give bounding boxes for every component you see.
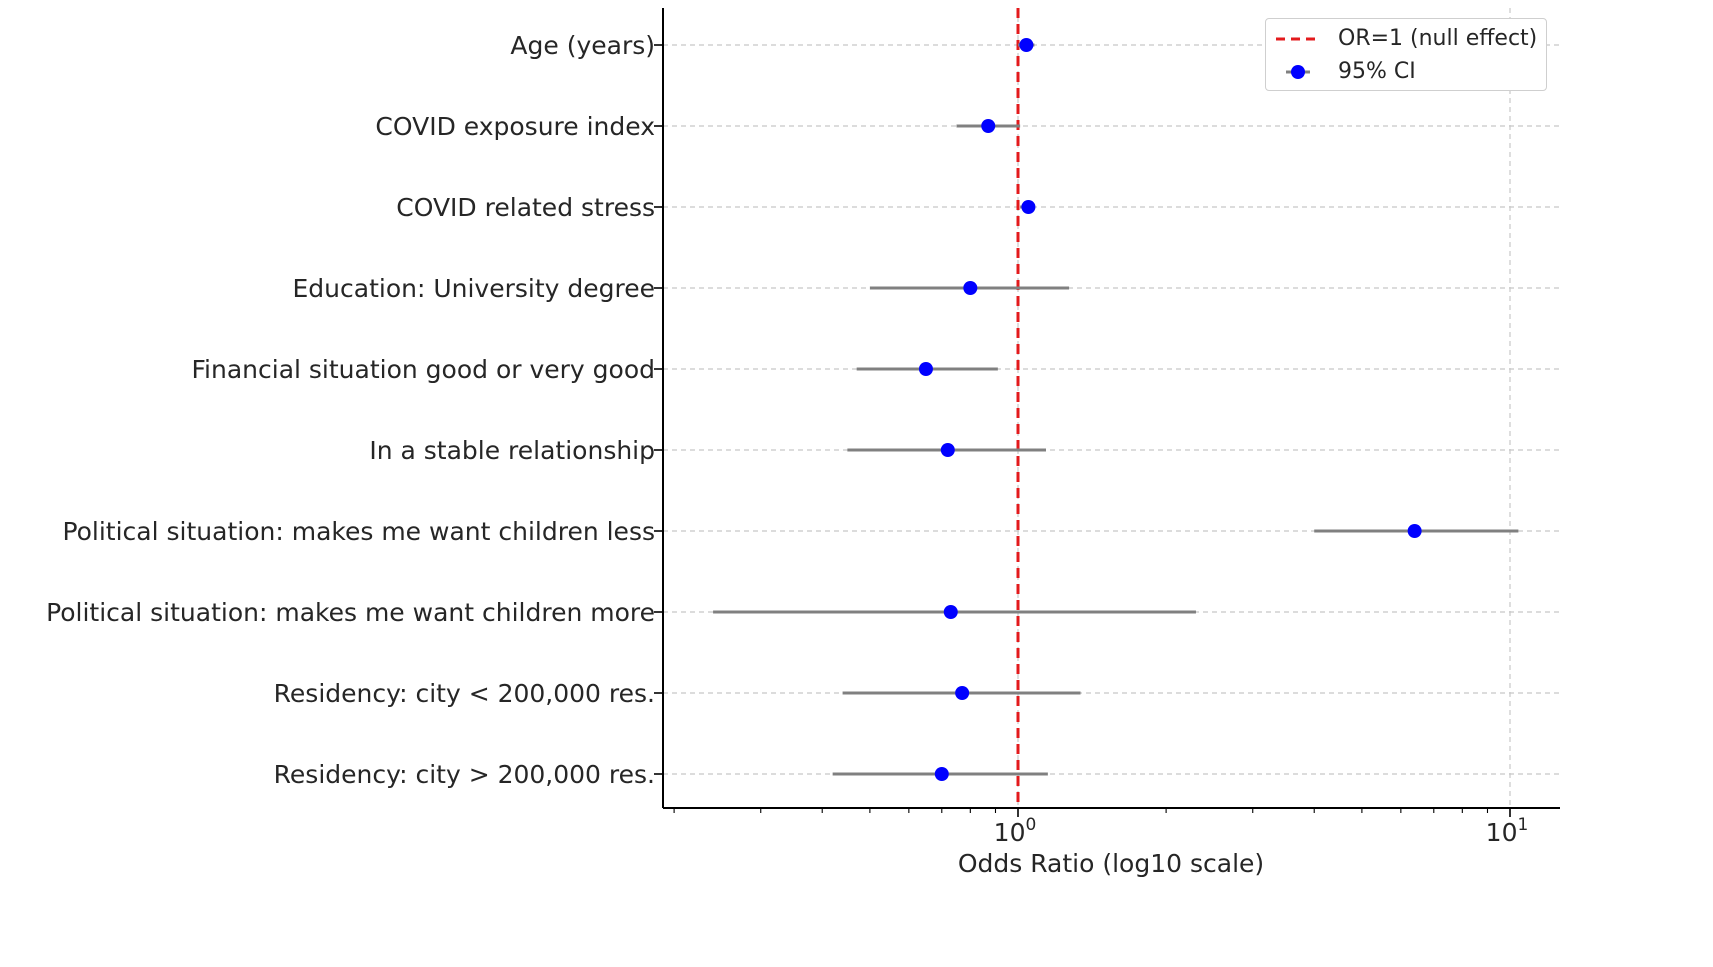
odds-ratio-point	[1021, 200, 1036, 214]
odds-ratio-point	[940, 443, 955, 457]
confidence-intervals	[713, 43, 1519, 776]
x-ticks: 100 101	[654, 44, 1529, 847]
y-tick-label: Political situation: makes me want child…	[62, 517, 655, 546]
grid-lines	[663, 8, 1560, 808]
y-tick-label: Residency: city > 200,000 res.	[274, 760, 655, 789]
odds-ratio-point	[963, 281, 978, 295]
y-tick-label: COVID related stress	[396, 193, 655, 222]
x-tick-label-base: 10	[994, 818, 1026, 847]
y-tick-label: Political situation: makes me want child…	[46, 598, 655, 627]
odds-ratio-point	[934, 767, 949, 781]
axes	[662, 8, 1560, 809]
y-tick-label: In a stable relationship	[369, 436, 655, 465]
y-tick-label: COVID exposure index	[375, 112, 655, 141]
x-tick-label: 101	[1486, 815, 1529, 847]
odds-ratio-point	[955, 686, 970, 700]
x-tick-label-exponent: 1	[1517, 815, 1528, 835]
y-tick-labels: Age (years) COVID exposure index COVID rel…	[46, 31, 655, 789]
legend-point-ci-icon	[1286, 65, 1310, 79]
y-tick-label: Residency: city < 200,000 res.	[274, 679, 655, 708]
x-tick-label-base: 10	[1486, 818, 1518, 847]
odds-ratio-point	[981, 119, 996, 133]
y-tick-label: Financial situation good or very good	[191, 355, 655, 384]
legend: OR=1 (null effect) 95% CI	[1265, 18, 1547, 91]
odds-ratio-point	[943, 605, 958, 619]
odds-ratio-point	[1019, 38, 1034, 52]
legend-dashed-line-icon	[1276, 37, 1320, 41]
odds-ratio-point	[1407, 524, 1422, 538]
x-tick-label: 100	[994, 815, 1037, 847]
y-tick-label: Age (years)	[510, 31, 655, 60]
x-tick-label-exponent: 0	[1025, 815, 1036, 835]
odds-ratio-points	[918, 38, 1422, 781]
y-tick-label: Education: University degree	[293, 274, 656, 303]
legend-label-reference: OR=1 (null effect)	[1338, 26, 1538, 51]
x-axis-label: Odds Ratio (log10 scale)	[958, 849, 1264, 878]
odds-ratio-point	[918, 362, 933, 376]
legend-label-ci: 95% CI	[1338, 59, 1416, 84]
